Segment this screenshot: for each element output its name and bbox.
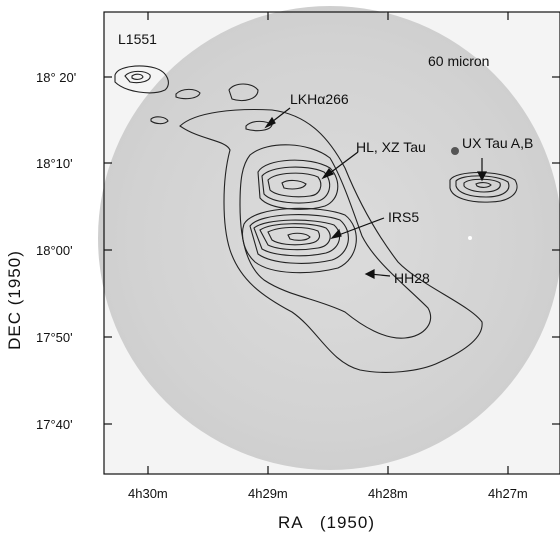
contour-irs5-core: [287, 232, 311, 241]
arrowhead-irs5: [330, 228, 342, 239]
contour-hl-2: [261, 166, 331, 204]
y-axis-title: DEC (1950): [5, 250, 24, 350]
contour-ux-core: [475, 182, 492, 188]
contour-irs5-3: [253, 219, 341, 257]
contour-blob-small-b: [228, 83, 259, 102]
contour-irs5-2: [249, 214, 349, 264]
x-tick-label: 4h27m: [488, 486, 528, 501]
contour-envelope-outer: [179, 109, 483, 373]
tick-marks: [104, 12, 560, 474]
contour-blob-small-a: [175, 88, 201, 100]
sky-image: [98, 6, 560, 474]
arrow-irs5: [335, 217, 385, 237]
contour-irs5-outer: [241, 207, 357, 274]
arrowhead-ux: [477, 171, 487, 182]
x-tick-label: 4h30m: [128, 486, 168, 501]
annotation-ux-tau: UX Tau A,B: [462, 135, 533, 151]
y-tick-label: 17°50': [36, 330, 73, 345]
annotation-hl-xz-tau: HL, XZ Tau: [356, 139, 426, 155]
contour-irs5-4: [259, 223, 331, 251]
plot-frame: [103, 11, 560, 475]
annotation-irs5: IRS5: [388, 209, 419, 225]
contour-set: [114, 65, 518, 373]
band-label: 60 micron: [428, 53, 489, 69]
x-tick-label: 4h29m: [248, 486, 288, 501]
y-tick-label: 18° 20': [36, 70, 76, 85]
x-axis-title: RA (1950): [278, 513, 375, 532]
annotation-lkha: LKHα266: [290, 91, 349, 107]
arrowhead-hl: [321, 167, 334, 180]
contour-blob-small-c: [150, 116, 169, 125]
contour-hl-core: [281, 179, 307, 190]
y-tick-label: 18°10': [36, 156, 73, 171]
contour-lkha-loop: [245, 120, 273, 132]
y-tick-label: 17°40': [36, 417, 73, 432]
contour-hl-outer: [257, 159, 339, 210]
arrowhead-lkha: [264, 116, 276, 129]
contour-blob-left-core: [131, 73, 144, 80]
contour-blob-left-inner: [124, 70, 151, 84]
contour-blob-left: [114, 65, 169, 94]
annotation-hh28: HH28: [394, 270, 430, 286]
contour-hl-3: [267, 172, 322, 198]
y-tick-label: 18°00': [36, 243, 73, 258]
arrowhead-hh28: [364, 269, 375, 279]
contour-irs5-5: [267, 226, 321, 246]
field-label: L1551: [118, 31, 157, 47]
annotation-arrows: [264, 107, 487, 279]
x-tick-label: 4h28m: [368, 486, 408, 501]
